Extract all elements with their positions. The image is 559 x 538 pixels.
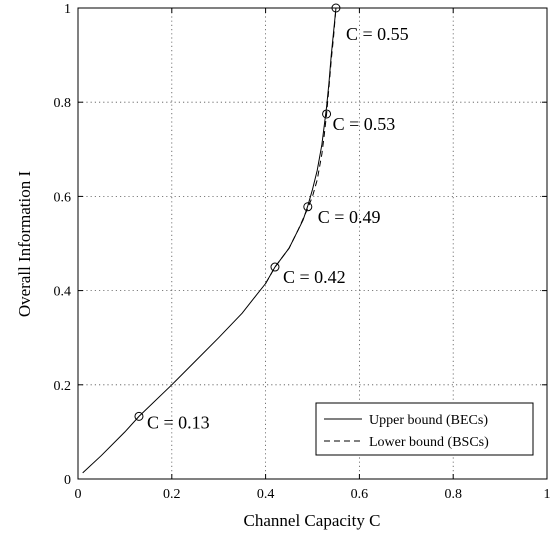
y-tick-label: 1 [64, 2, 71, 17]
legend-box [315, 402, 534, 456]
capacity-annotation: C = 0.53 [333, 114, 396, 134]
axis-ticks: 0 0.2 0.4 0.6 0.8 1 0 0.2 0.4 0.6 0.8 1 [54, 2, 551, 502]
x-axis-label: Channel Capacity C [244, 511, 381, 530]
capacity-marker [303, 202, 313, 212]
legend-label-upper: Upper bound (BECs) [369, 413, 488, 428]
legend-label-lower: Lower bound (BSCs) [369, 435, 489, 450]
series-lines [82, 7, 337, 474]
capacity-marker [270, 262, 280, 272]
capacity-marker [134, 411, 144, 421]
y-axis-label: Overall Information I [15, 170, 34, 317]
lower-bound-line [265, 7, 337, 284]
x-tick-label: 0.4 [257, 487, 275, 502]
capacity-annotation: C = 0.55 [346, 24, 409, 44]
y-tick-label: 0.2 [54, 379, 72, 394]
x-tick-label: 0 [75, 487, 82, 502]
capacity-marker [322, 109, 332, 119]
grid-lines [78, 8, 547, 479]
x-tick-label: 0.8 [444, 487, 462, 502]
capacity-annotation: C = 0.42 [283, 267, 346, 287]
y-tick-label: 0.8 [54, 96, 72, 111]
x-tick-label: 0.6 [351, 487, 369, 502]
y-tick-label: 0 [64, 473, 71, 488]
capacity-markers: C = 0.13 C = 0.42 C = 0.49 C = 0.53 C = 0.55 [134, 3, 409, 432]
x-tick-label: 0.2 [163, 487, 181, 502]
capacity-annotation: C = 0.13 [147, 412, 210, 432]
y-tick-label: 0.4 [54, 285, 72, 300]
legend: Upper bound (BECs) Lower bound (BSCs) [315, 402, 534, 456]
x-tick-label: 1 [544, 487, 551, 502]
y-tick-label: 0.6 [54, 190, 72, 205]
capacity-annotation: C = 0.49 [318, 207, 381, 227]
plot-frame [77, 7, 548, 480]
